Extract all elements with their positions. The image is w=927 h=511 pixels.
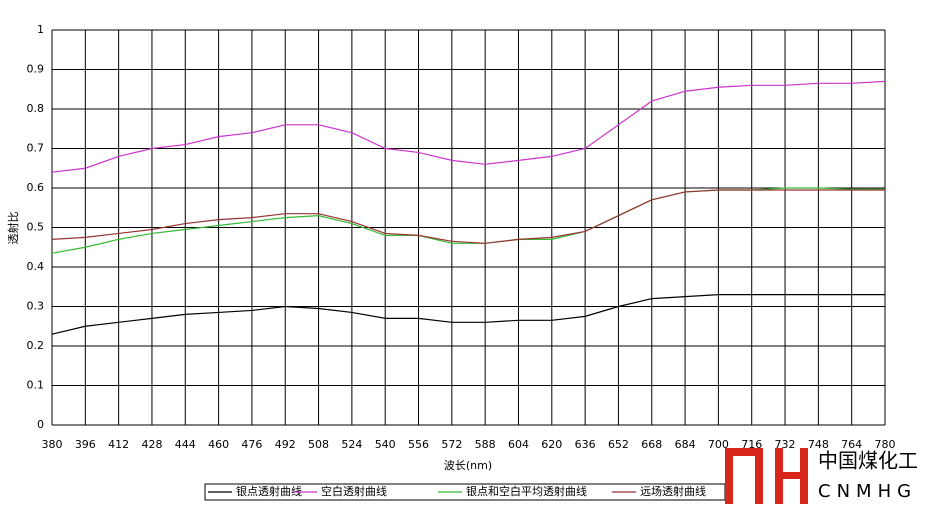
x-tick-label: 636 [575,438,596,451]
y-tick-label: 0 [37,418,44,431]
x-tick-label: 620 [541,438,562,451]
y-tick-label: 0.6 [27,181,45,194]
x-tick-label: 508 [308,438,329,451]
y-tick-label: 0.9 [27,63,45,76]
y-tick-label: 0.5 [27,221,45,234]
y-tick-label: 0.3 [27,300,45,313]
x-tick-label: 556 [408,438,429,451]
x-tick-label: 524 [341,438,362,451]
x-tick-label: 540 [375,438,396,451]
x-tick-label: 412 [108,438,129,451]
x-tick-label: 396 [75,438,96,451]
series-line [51,189,885,244]
x-tick-label: 684 [675,438,696,451]
logo-bar [755,448,763,504]
x-tick-label: 652 [608,438,629,451]
y-tick-label: 0.4 [27,260,45,273]
x-tick-label: 380 [42,438,63,451]
logo-bar [733,448,755,456]
watermark-title: 中国煤化工 [818,449,918,473]
watermark-subtitle: CNMHG [818,481,917,502]
y-tick-label: 1 [37,23,44,36]
y-tick-label: 0.8 [27,102,45,115]
series-line [51,80,886,173]
logo-bar [725,448,733,504]
x-tick-label: 444 [175,438,196,451]
x-tick-label: 588 [475,438,496,451]
x-tick-label: 748 [808,438,829,451]
logo-bar [775,448,783,504]
logo-bar [783,472,800,479]
y-tick-label: 0.1 [27,379,45,392]
series-line [51,294,885,335]
legend-label: 远场透射曲线 [640,484,706,498]
logo-bar [800,448,808,504]
legend-label: 银点透射曲线 [236,484,302,498]
logo [725,448,808,504]
x-tick-label: 668 [641,438,662,451]
x-tick-label: 604 [508,438,529,451]
legend-label: 银点和空白平均透射曲线 [466,484,587,498]
x-tick-label: 428 [141,438,162,451]
x-tick-label: 764 [841,438,862,451]
x-tick-label: 492 [275,438,296,451]
x-axis-label: 波长(nm) [444,459,492,472]
legend-label: 空白透射曲线 [321,484,387,498]
x-tick-label: 716 [741,438,762,451]
x-tick-label: 780 [875,438,896,451]
y-tick-label: 0.2 [27,339,45,352]
x-tick-label: 700 [708,438,729,451]
x-tick-label: 572 [441,438,462,451]
x-tick-label: 460 [208,438,229,451]
y-tick-label: 0.7 [27,142,45,155]
y-axis-label: 透射比 [6,212,20,245]
x-tick-label: 732 [775,438,796,451]
x-tick-label: 476 [241,438,262,451]
